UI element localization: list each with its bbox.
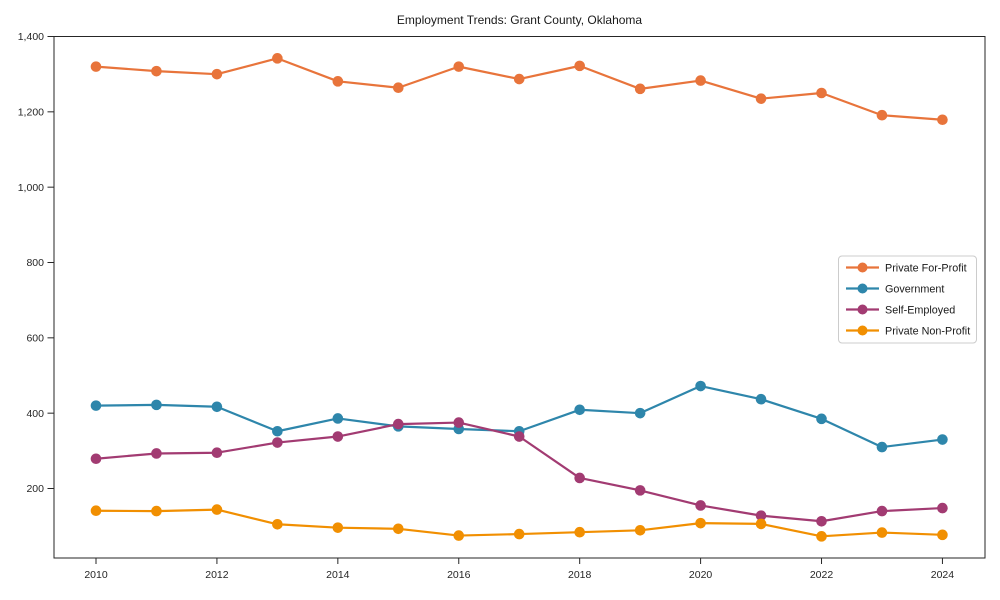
data-point [695, 517, 706, 529]
data-point [393, 418, 404, 430]
data-point [937, 529, 948, 541]
x-tick-label: 2018 [568, 569, 592, 581]
legend-marker [857, 283, 868, 294]
x-tick-label: 2022 [810, 569, 834, 581]
data-point [453, 417, 465, 428]
data-point [937, 114, 948, 126]
legend-item: Government [846, 283, 944, 295]
y-axis: 200 400 600 800 1,000 1,200 1,400 [18, 31, 54, 495]
data-point [513, 431, 525, 442]
legend-item: Self-Employed [846, 304, 955, 316]
data-point [574, 60, 585, 72]
legend-marker [857, 325, 868, 336]
data-point [453, 61, 465, 72]
data-point [211, 504, 223, 515]
legend-label: Self-Employed [885, 304, 955, 316]
data-point [332, 431, 344, 442]
data-point [876, 441, 888, 453]
data-point [332, 413, 344, 424]
data-point [755, 518, 767, 530]
legend-label: Government [885, 283, 944, 295]
data-point [211, 401, 223, 413]
series-group [90, 53, 948, 542]
plot-border [53, 36, 986, 559]
series-private-non-profit [90, 504, 948, 542]
data-point [816, 515, 827, 527]
data-point [876, 527, 888, 538]
legend-item: Private For-Profit [846, 262, 967, 274]
y-tick-label: 400 [26, 408, 44, 420]
data-point [816, 413, 827, 425]
data-point [332, 76, 344, 87]
legend-marker [857, 304, 868, 315]
data-point [755, 510, 767, 521]
y-tick-label: 1,200 [18, 107, 44, 119]
chart-title: Employment Trends: Grant County, Oklahom… [397, 13, 643, 27]
data-point [876, 109, 888, 121]
data-point [695, 500, 706, 511]
legend-box [838, 255, 977, 344]
data-point [574, 404, 585, 416]
legend-marker [857, 262, 868, 273]
data-point [574, 472, 585, 484]
y-tick-label: 800 [26, 257, 44, 269]
data-point [513, 528, 525, 540]
data-point [393, 523, 404, 535]
series-self-employed [90, 417, 948, 527]
data-point [90, 453, 102, 465]
data-point [695, 75, 706, 86]
data-point [272, 518, 283, 530]
data-point [272, 437, 283, 448]
data-point [211, 447, 223, 459]
x-axis: 2010 2012 2014 2016 2018 2020 2022 2024 [84, 558, 954, 581]
data-point [937, 434, 948, 445]
x-tick-label: 2016 [447, 569, 471, 581]
data-point [332, 522, 344, 533]
data-point [634, 525, 646, 536]
data-point [151, 399, 162, 411]
legend: Private For-Profit Government Self-Employe… [838, 255, 977, 344]
data-point [634, 485, 646, 496]
data-point [90, 400, 102, 411]
x-tick-label: 2020 [689, 569, 713, 581]
legend-item: Private Non-Profit [846, 325, 970, 337]
x-tick-label: 2024 [931, 569, 955, 581]
data-point [634, 407, 646, 419]
data-point [151, 448, 162, 459]
data-point [876, 505, 888, 517]
data-point [211, 68, 223, 80]
series-line [94, 57, 944, 121]
data-point [937, 502, 948, 514]
data-point [90, 61, 102, 72]
data-point [755, 393, 767, 405]
data-point [816, 87, 827, 99]
data-point [151, 505, 162, 517]
data-point [90, 505, 102, 517]
data-point [272, 53, 283, 64]
data-point [272, 425, 283, 437]
data-point [151, 65, 162, 77]
data-point [816, 531, 827, 542]
legend-label: Private For-Profit [885, 262, 967, 274]
x-tick-label: 2010 [84, 569, 108, 581]
data-point [755, 93, 767, 104]
data-point [695, 380, 706, 392]
x-tick-label: 2012 [205, 569, 229, 581]
legend-label: Private Non-Profit [885, 325, 970, 337]
y-tick-label: 600 [26, 333, 44, 345]
series-private-for-profit [90, 53, 948, 126]
data-point [574, 526, 585, 538]
y-tick-label: 200 [26, 483, 44, 495]
data-point [634, 83, 646, 95]
y-tick-label: 1,400 [18, 31, 44, 43]
data-point [513, 73, 525, 85]
x-tick-label: 2014 [326, 569, 350, 581]
data-point [453, 530, 465, 541]
y-tick-label: 1,000 [18, 182, 44, 194]
data-point [393, 82, 404, 94]
